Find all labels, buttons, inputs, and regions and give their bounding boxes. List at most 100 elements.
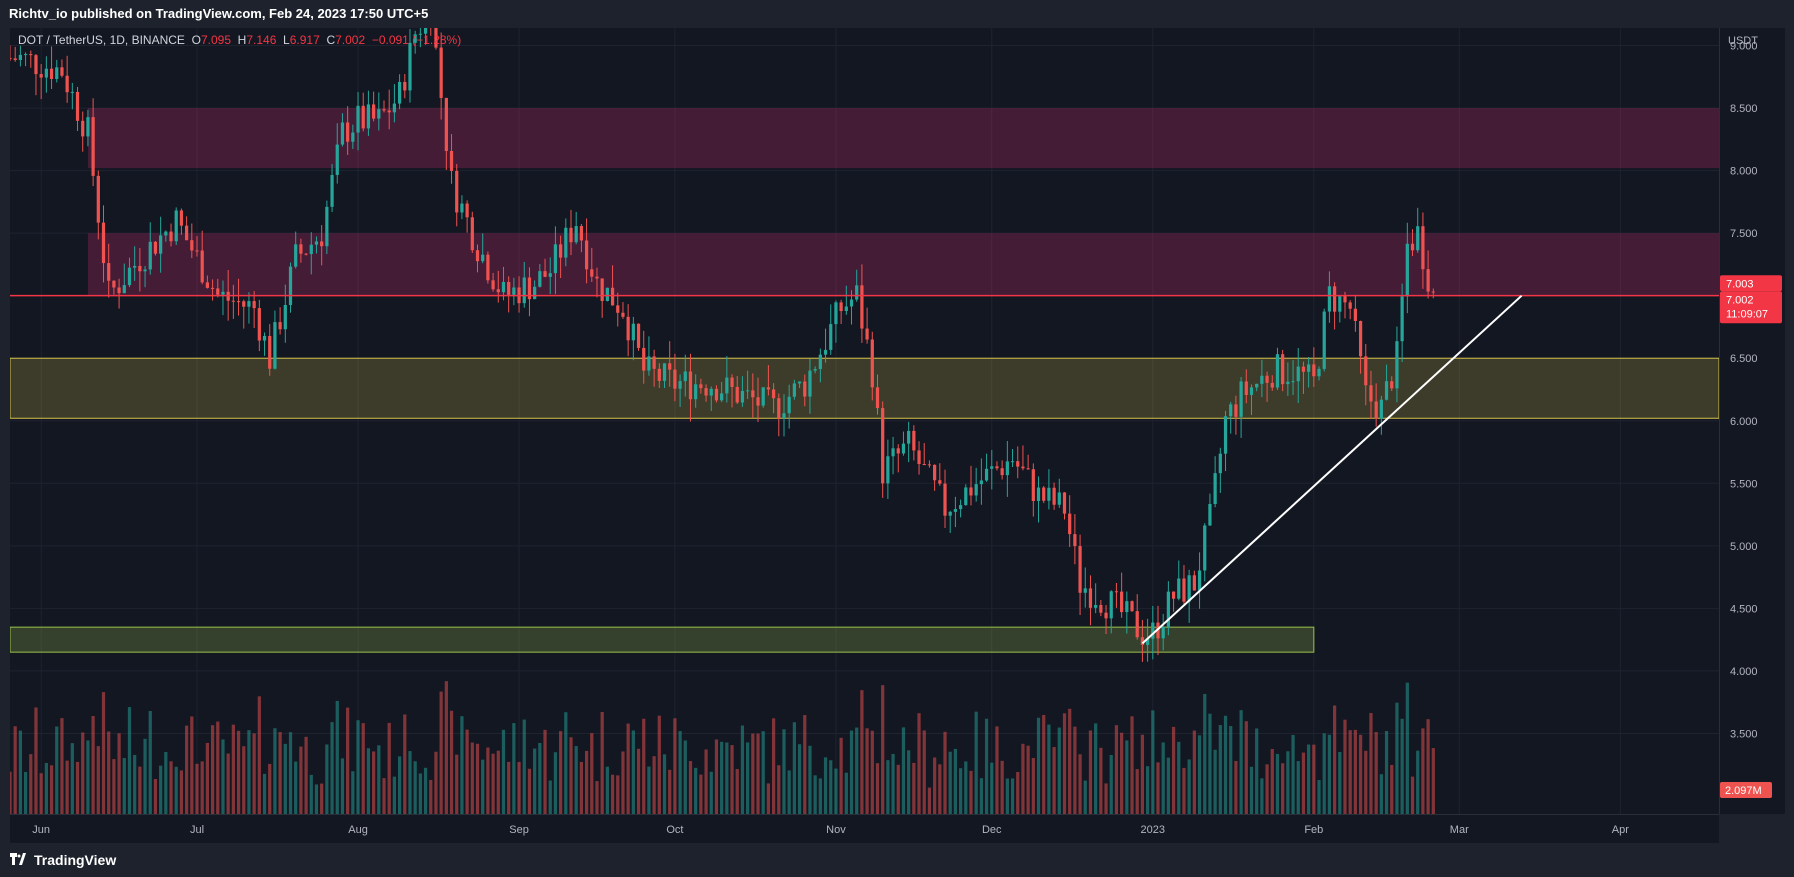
volume-bar	[797, 744, 802, 814]
candle-body	[18, 54, 22, 61]
candle-body	[1161, 627, 1165, 639]
candle-body	[1322, 311, 1326, 369]
volume-bar	[1130, 716, 1134, 814]
candle-body	[995, 466, 999, 469]
candle-body	[1031, 469, 1035, 501]
volume-bar	[1395, 702, 1399, 814]
candle-body	[1073, 534, 1077, 547]
volume-bar	[740, 725, 745, 814]
candle-body	[1260, 375, 1264, 384]
volume-bar	[174, 766, 178, 814]
volume-bar	[1338, 751, 1342, 814]
candle-body	[584, 240, 589, 270]
volume-bar	[943, 731, 947, 814]
candle-body	[1358, 320, 1363, 357]
volume-bar	[1281, 763, 1285, 814]
price-chart[interactable]	[10, 28, 1719, 814]
candle-body	[1140, 637, 1145, 645]
candle-body	[881, 408, 885, 484]
candle-body	[351, 132, 355, 142]
candle-body	[112, 280, 116, 288]
time-scale[interactable]: Jun Jul Aug Sep Oct Nov Dec 2023 Feb Mar Apr	[10, 814, 1719, 843]
volume-bar	[855, 727, 859, 814]
candle-body	[169, 231, 173, 242]
volume-bar	[621, 751, 625, 814]
candle-body	[896, 448, 900, 454]
volume-bar	[1348, 730, 1352, 814]
candle-body	[948, 511, 952, 516]
candle-body	[1343, 296, 1347, 303]
candle-body	[933, 464, 937, 481]
candle-body	[361, 105, 365, 129]
candle-body	[221, 291, 225, 295]
candle-body	[943, 483, 947, 516]
volume-bar	[397, 756, 402, 814]
candle-body	[325, 206, 329, 247]
volume-bar	[226, 753, 230, 814]
volume-bar	[159, 765, 163, 814]
candle-body	[101, 222, 106, 264]
candle-body	[647, 356, 651, 371]
volume-bar	[304, 736, 308, 814]
candle-body	[377, 109, 381, 119]
candle-body	[1000, 468, 1004, 476]
volume-bar	[299, 746, 303, 814]
candle-body	[1010, 461, 1015, 463]
volume-bar	[668, 769, 672, 814]
time-tick-label: Apr	[1612, 824, 1629, 836]
candle-body	[278, 322, 282, 330]
candle-body	[782, 413, 786, 419]
volume-bar	[1343, 719, 1347, 814]
candle-body	[735, 386, 739, 403]
candle-body	[631, 323, 635, 341]
candle-body	[122, 285, 126, 294]
volume-bar	[1182, 767, 1186, 814]
volume-bar	[548, 780, 552, 814]
volume-bar	[44, 762, 48, 814]
volume-bar	[652, 756, 656, 814]
volume-bar	[1296, 761, 1300, 814]
candle-body	[1192, 575, 1196, 591]
volume-bar	[1400, 718, 1404, 814]
volume-bar	[455, 754, 459, 814]
candle-body	[81, 120, 85, 137]
price-scale[interactable]: 3.5004.0004.5005.0005.5006.0006.5007.000…	[1719, 28, 1785, 814]
volume-bar	[559, 731, 563, 814]
candle-body	[1301, 366, 1306, 372]
candle-body	[1244, 381, 1248, 395]
volume-bar	[662, 754, 667, 814]
zone-lower-support	[10, 626, 1315, 653]
volume-bar	[101, 692, 106, 814]
candle-body	[1208, 503, 1212, 526]
volume-bar	[1374, 732, 1378, 814]
candle-body	[55, 67, 59, 79]
volume-bar	[533, 748, 537, 814]
open-value: 7.095	[200, 33, 231, 47]
candle-body	[818, 354, 822, 370]
current-price-label: 7.002	[1726, 294, 1754, 306]
open-label: O	[191, 33, 201, 47]
candle-body	[569, 227, 573, 243]
volume-bar	[247, 730, 251, 814]
volume-bar	[107, 731, 111, 814]
volume-bar	[179, 770, 184, 814]
candle-body	[725, 377, 729, 394]
tradingview-brand[interactable]: TradingView	[10, 843, 116, 877]
volume-bar	[13, 726, 17, 814]
close-value: 7.002	[335, 33, 366, 47]
volume-badge	[1720, 782, 1772, 798]
candle-body	[1203, 525, 1207, 571]
candle-body	[699, 384, 703, 389]
candle-body	[200, 250, 204, 283]
candle-body	[242, 301, 246, 307]
candle-body	[164, 231, 168, 236]
volume-bar	[688, 761, 693, 814]
candle-body	[174, 210, 178, 242]
volume-bar	[1005, 778, 1009, 814]
chart-area[interactable]	[10, 28, 1719, 814]
candle-body	[330, 174, 334, 207]
candle-body	[320, 241, 324, 247]
candle-body	[1327, 286, 1332, 312]
volume-bar	[746, 742, 750, 814]
volume-bar	[268, 763, 272, 814]
